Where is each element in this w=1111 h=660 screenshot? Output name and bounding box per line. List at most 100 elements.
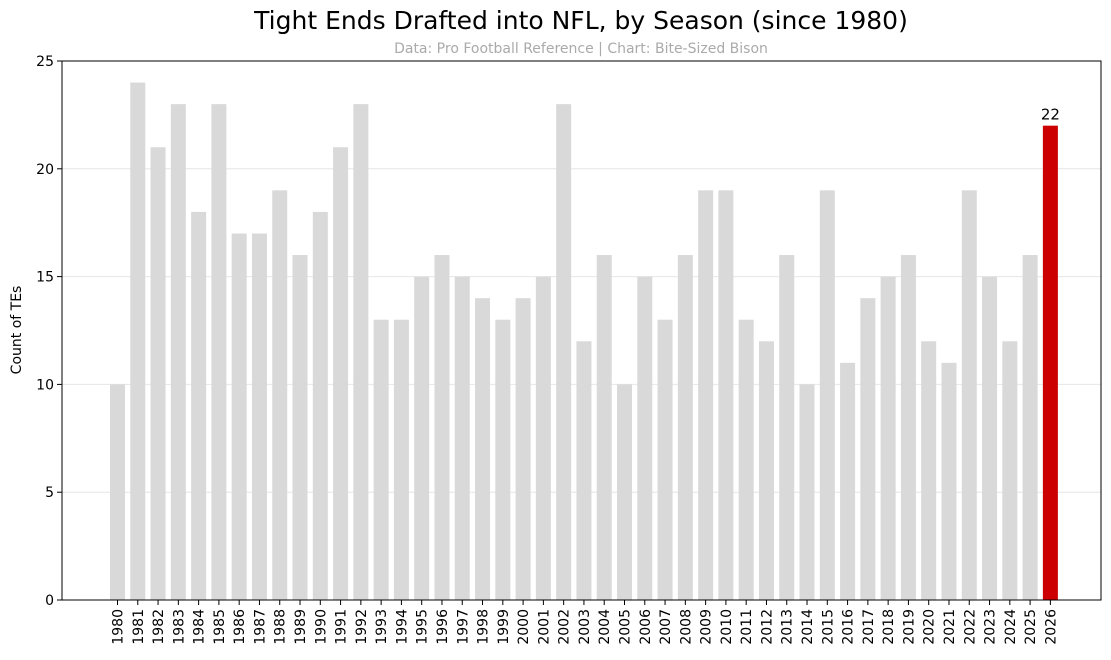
bar-1988 (272, 190, 288, 601)
y-ticks: 0 5 10 15 20 25 (36, 54, 62, 609)
bars (110, 82, 1058, 601)
y-tick-label-10: 10 (36, 377, 54, 393)
bar-1980 (110, 384, 125, 600)
bar-1990 (312, 211, 328, 601)
x-tick-label-1996: 1996 (435, 609, 451, 645)
x-tick-label-2017: 2017 (861, 609, 877, 645)
x-tick-label-2014: 2014 (800, 609, 816, 645)
y-tick-label-25: 25 (36, 54, 54, 70)
bar-1997 (454, 276, 470, 600)
x-tick-label-1982: 1982 (151, 609, 167, 645)
x-tick-label-1998: 1998 (476, 609, 492, 645)
bar-2007 (657, 319, 673, 600)
x-tick-label-1986: 1986 (232, 609, 248, 645)
x-tick-label-1991: 1991 (334, 609, 350, 645)
bar-1998 (475, 298, 491, 600)
bar-1999 (495, 319, 511, 600)
bar-1991 (333, 147, 349, 601)
x-tick-label-1990: 1990 (313, 609, 329, 645)
bar-1993 (373, 319, 389, 600)
bar-1981 (130, 82, 146, 600)
x-tick-label-2008: 2008 (678, 609, 694, 645)
x-tick-label-2012: 2012 (759, 609, 775, 645)
bar-2013 (779, 255, 795, 601)
x-tick-label-2001: 2001 (536, 609, 552, 645)
bar-2022 (961, 190, 977, 601)
data-label-2026: 22 (1041, 106, 1060, 124)
x-tick-label-2004: 2004 (597, 609, 613, 645)
bar-2025 (1022, 255, 1038, 601)
x-tick-label-2015: 2015 (820, 609, 836, 645)
x-tick-label-2018: 2018 (881, 609, 897, 645)
bar-1986 (231, 233, 247, 601)
y-tick-label-20: 20 (36, 162, 54, 178)
x-tick-label-1999: 1999 (496, 609, 512, 645)
bar-2010 (718, 190, 734, 601)
x-tick-label-2000: 2000 (516, 609, 532, 645)
bar-1992 (353, 104, 369, 601)
x-tick-label-2010: 2010 (719, 609, 735, 645)
x-tick-label-2026: 2026 (1043, 609, 1059, 645)
bar-2009 (698, 190, 714, 601)
x-tick-label-2021: 2021 (942, 609, 958, 645)
bar-2012 (758, 341, 774, 600)
x-ticks: 1980 1981 1982 1983 1984 1985 1986 1987 1988 1989… (111, 600, 1059, 645)
x-tick-label-2005: 2005 (618, 609, 634, 645)
bar-1994 (393, 319, 409, 600)
bar-2023 (982, 276, 998, 600)
bar-1985 (211, 104, 227, 601)
bar-1989 (292, 255, 308, 601)
bar-2002 (556, 104, 572, 601)
x-tick-label-1984: 1984 (192, 609, 208, 645)
x-tick-label-2002: 2002 (557, 609, 573, 645)
bar-2017 (860, 298, 876, 600)
x-tick-label-1994: 1994 (394, 609, 410, 645)
y-tick-label-5: 5 (45, 485, 54, 501)
x-tick-label-2007: 2007 (658, 609, 674, 645)
x-tick-label-1981: 1981 (131, 609, 147, 645)
x-tick-label-2022: 2022 (962, 609, 978, 645)
x-tick-label-1985: 1985 (212, 609, 228, 645)
bar-2024 (1002, 341, 1018, 600)
x-tick-label-2023: 2023 (983, 609, 999, 645)
x-tick-label-1995: 1995 (415, 609, 431, 645)
x-tick-label-1988: 1988 (273, 609, 289, 645)
bar-2008 (677, 255, 693, 601)
bar-2001 (535, 276, 551, 600)
x-tick-label-2025: 2025 (1023, 609, 1039, 645)
bar-2005 (617, 384, 632, 600)
x-tick-label-1993: 1993 (374, 609, 390, 645)
bar-2011 (738, 319, 754, 600)
bar-1995 (414, 276, 430, 600)
bar-2006 (637, 276, 653, 600)
bar-2014 (799, 384, 815, 600)
bar-2003 (576, 341, 592, 600)
chart-title: Tight Ends Drafted into NFL, by Season (… (253, 6, 908, 35)
bar-2018 (880, 276, 896, 600)
bar-1982 (150, 147, 166, 601)
x-tick-label-1980: 1980 (111, 609, 127, 645)
x-tick-label-2011: 2011 (739, 609, 755, 645)
x-tick-label-2020: 2020 (922, 609, 938, 645)
plot-frame (61, 60, 1102, 601)
bar-2000 (515, 298, 531, 600)
y-tick-label-15: 15 (36, 270, 54, 286)
data-labels: 22 (1041, 106, 1060, 124)
x-tick-label-1992: 1992 (354, 609, 370, 645)
bar-1984 (191, 211, 207, 601)
chart-subtitle: Data: Pro Football Reference | Chart: Bi… (394, 41, 768, 57)
bar-2015 (819, 190, 835, 601)
x-tick-label-2009: 2009 (699, 609, 715, 645)
x-tick-label-2019: 2019 (901, 609, 917, 645)
bar-2016 (840, 362, 856, 600)
bar-2019 (900, 255, 916, 601)
x-tick-label-1997: 1997 (455, 609, 471, 645)
bar-1983 (170, 104, 186, 601)
x-tick-label-2006: 2006 (638, 609, 654, 645)
y-axis-label: Count of TEs (9, 286, 25, 375)
x-tick-label-2016: 2016 (841, 609, 857, 645)
bar-1996 (434, 255, 450, 601)
x-tick-label-2013: 2013 (780, 609, 796, 645)
